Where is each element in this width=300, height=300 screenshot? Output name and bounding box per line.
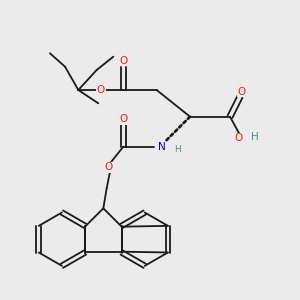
Text: O: O: [119, 56, 128, 66]
Text: O: O: [234, 133, 242, 143]
Text: H: H: [174, 145, 181, 154]
Text: O: O: [119, 114, 128, 124]
Text: N: N: [158, 142, 166, 152]
Text: O: O: [97, 85, 105, 95]
Text: O: O: [238, 87, 246, 97]
Text: O: O: [104, 162, 112, 172]
Text: H: H: [251, 132, 259, 142]
